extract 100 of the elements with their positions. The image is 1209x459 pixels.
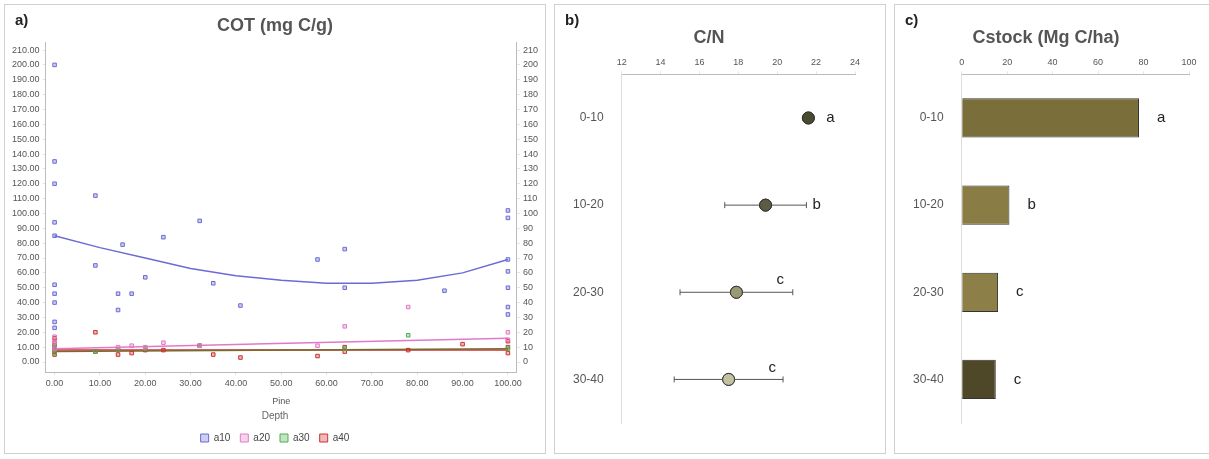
y2-tick-label: 120 <box>522 178 539 189</box>
point <box>729 285 743 299</box>
point <box>801 111 815 125</box>
x-tick-label: 100.00 <box>494 378 522 389</box>
legend-label: a10 <box>213 431 231 443</box>
point <box>505 350 511 356</box>
y-tick-label: 110.00 <box>12 193 40 204</box>
point <box>161 234 166 240</box>
point <box>405 304 411 310</box>
y-tick-label: 130.00 <box>12 163 40 174</box>
data-label: c <box>1016 282 1025 300</box>
x-tick-label: 18 <box>733 57 744 68</box>
y-tick-label: 60.00 <box>17 267 40 278</box>
point <box>460 341 465 347</box>
x-tick-label: 80.00 <box>405 378 429 389</box>
point <box>52 300 57 305</box>
point <box>505 330 511 335</box>
point <box>52 159 57 164</box>
point <box>315 353 320 359</box>
y2-tick-label: 20 <box>522 326 533 337</box>
y2-tick-label: 180 <box>522 89 539 100</box>
x-tick-label: 30.00 <box>179 378 202 389</box>
point <box>722 372 736 386</box>
point <box>52 220 57 225</box>
point <box>52 282 57 288</box>
data-label: b <box>1027 195 1036 213</box>
x-tick-label: 70.00 <box>360 378 384 389</box>
x-tick-label: 0.00 <box>45 378 64 389</box>
y-tick-label: 30.00 <box>17 311 40 322</box>
legend-label: a30 <box>293 431 311 443</box>
y2-tick-label: 160 <box>522 118 539 129</box>
point <box>405 347 411 353</box>
point <box>505 312 511 317</box>
text: b) <box>565 10 580 28</box>
point <box>405 332 411 338</box>
point <box>93 263 98 268</box>
x-tick-label: 90.00 <box>451 378 474 389</box>
point <box>315 343 320 348</box>
y2-tick-label: 140 <box>522 148 539 159</box>
y-tick-label: 40.00 <box>17 297 40 308</box>
point <box>505 269 511 274</box>
point <box>210 352 216 357</box>
x-tick-label: 0 <box>959 57 965 68</box>
y2-tick-label: 130 <box>522 163 539 174</box>
y-tick-label: 0-10 <box>919 110 944 125</box>
point <box>120 242 125 247</box>
y-tick-label: 80.00 <box>17 237 40 248</box>
y2-tick-label: 190 <box>522 74 539 85</box>
point <box>315 257 320 262</box>
point <box>115 291 121 296</box>
y-tick-label: 100.00 <box>12 207 40 218</box>
y-tick-label: 160.00 <box>12 118 40 129</box>
text: a) <box>15 10 29 28</box>
point <box>142 275 148 280</box>
y-tick-label: 200.00 <box>12 59 40 70</box>
data-label: c <box>768 357 777 375</box>
legend-label: a40 <box>332 431 350 443</box>
y-tick-label: 20-30 <box>572 284 605 299</box>
point <box>759 198 773 212</box>
data-label: c <box>1013 369 1022 387</box>
point <box>505 208 511 213</box>
point <box>93 193 98 198</box>
y-tick-label: 190.00 <box>12 74 40 85</box>
y-tick-label: 150.00 <box>12 133 40 144</box>
point <box>129 350 134 356</box>
y-tick-label: 70.00 <box>17 252 40 263</box>
y-tick-label: 10-20 <box>912 197 945 212</box>
y-tick-label: 140.00 <box>12 148 40 159</box>
chart-title: COT (mg C/g) <box>217 14 333 35</box>
x-tick-label: 22 <box>811 57 822 68</box>
y-tick-label: 20-30 <box>912 284 945 299</box>
y-tick-label: 120.00 <box>12 178 40 189</box>
point <box>129 343 134 348</box>
x-tick-label: 100 <box>1181 57 1197 68</box>
y2-tick-label: 170 <box>522 103 539 114</box>
y-tick-label: 20.00 <box>17 326 40 337</box>
point <box>505 257 511 262</box>
point <box>238 303 243 308</box>
y2-tick-label: 150 <box>522 133 539 144</box>
y-tick-label: 10-20 <box>572 197 605 212</box>
x-tick-label: 40 <box>1047 57 1058 68</box>
y-tick-label: 50.00 <box>17 282 40 293</box>
x-tick-label: 12 <box>616 57 627 68</box>
point <box>342 324 347 329</box>
x-tick-label: 50.00 <box>269 378 293 389</box>
y2-tick-label: 70 <box>522 252 533 263</box>
x-tick-label: 20 <box>772 57 783 68</box>
data-label: a <box>826 108 836 126</box>
y2-tick-label: 50 <box>522 282 533 293</box>
y2-tick-label: 100 <box>522 207 539 218</box>
point <box>161 340 166 345</box>
point <box>238 355 243 360</box>
point <box>52 325 57 331</box>
x-tick-label: 60 <box>1093 57 1104 68</box>
data-label: a <box>1156 108 1166 126</box>
y2-tick-label: 90 <box>522 222 533 233</box>
chart-title: Cstock (Mg C/ha) <box>972 26 1120 47</box>
point <box>161 347 166 353</box>
y-tick-label: 210.00 <box>12 44 40 55</box>
y2-tick-label: 0 <box>522 356 528 367</box>
